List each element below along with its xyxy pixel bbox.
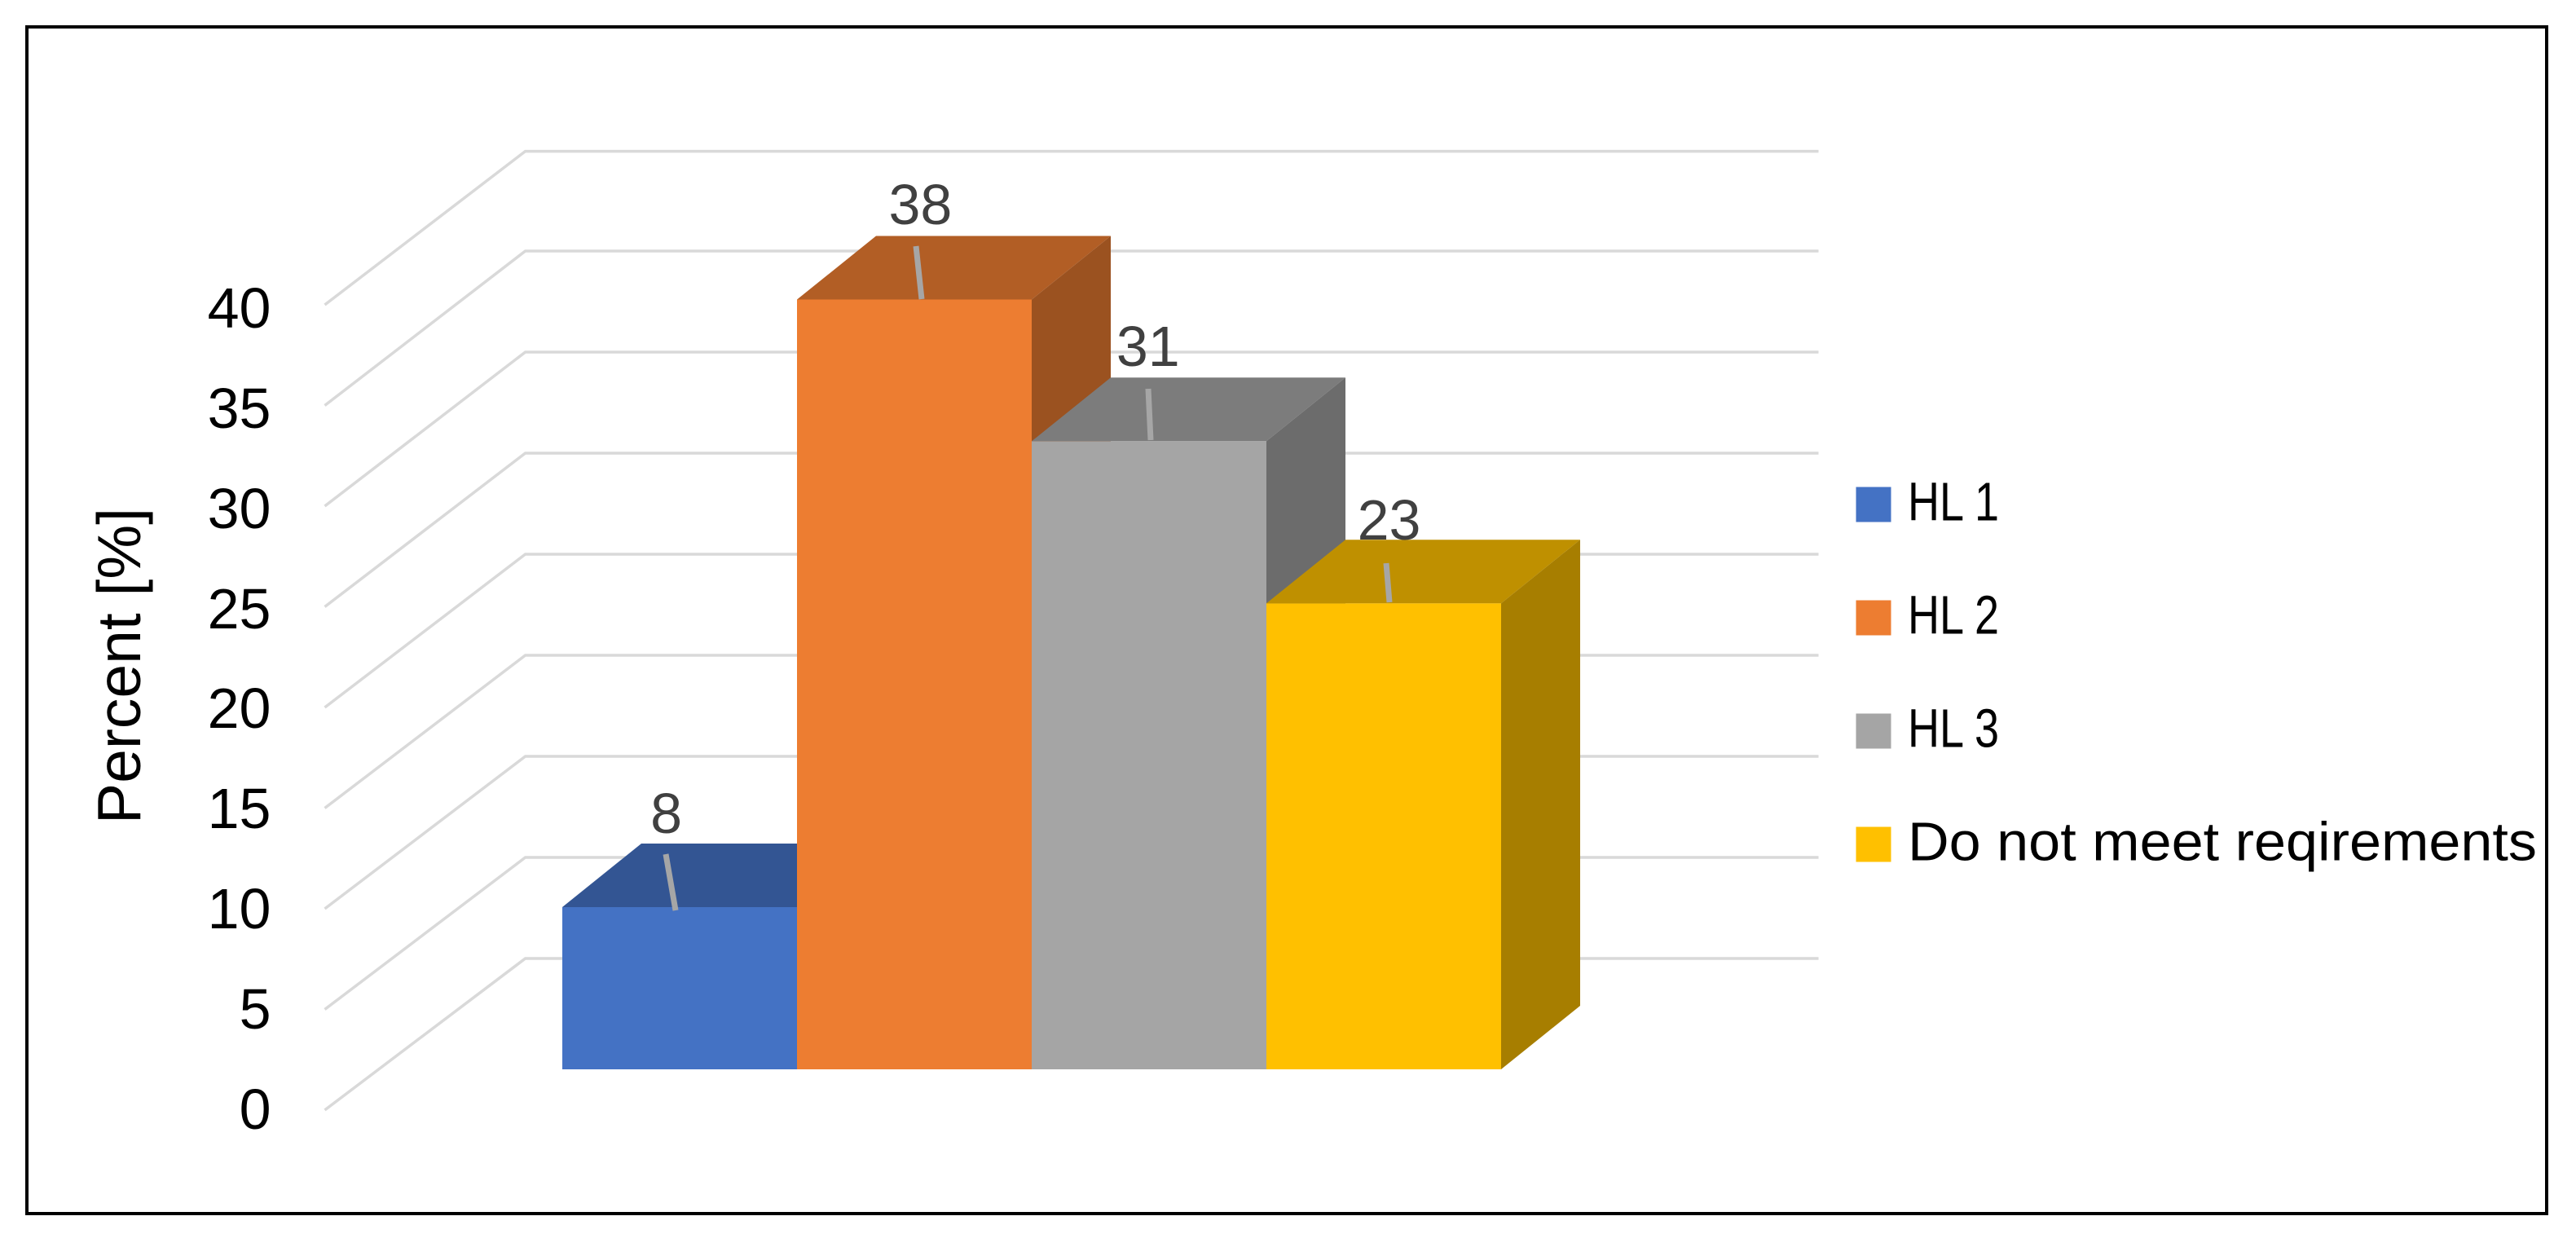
svg-text:20: 20 (208, 676, 271, 740)
svg-text:40: 40 (208, 276, 271, 340)
svg-text:25: 25 (208, 577, 271, 641)
svg-text:8: 8 (650, 782, 682, 845)
svg-text:Do not meet reqirements: Do not meet reqirements (1908, 812, 2537, 873)
svg-text:31: 31 (1116, 315, 1180, 378)
svg-text:5: 5 (240, 977, 271, 1041)
svg-text:23: 23 (1358, 488, 1421, 552)
svg-text:HL 1: HL 1 (1908, 472, 1999, 533)
svg-text:35: 35 (208, 377, 271, 440)
svg-text:HL 2: HL 2 (1908, 585, 1999, 646)
svg-text:15: 15 (208, 777, 271, 840)
svg-text:0: 0 (240, 1077, 271, 1141)
svg-text:HL 3: HL 3 (1908, 698, 1999, 760)
svg-text:10: 10 (208, 877, 271, 941)
svg-text:38: 38 (888, 173, 952, 236)
svg-text:Percent [%]: Percent [%] (85, 508, 153, 824)
svg-text:30: 30 (208, 477, 271, 540)
